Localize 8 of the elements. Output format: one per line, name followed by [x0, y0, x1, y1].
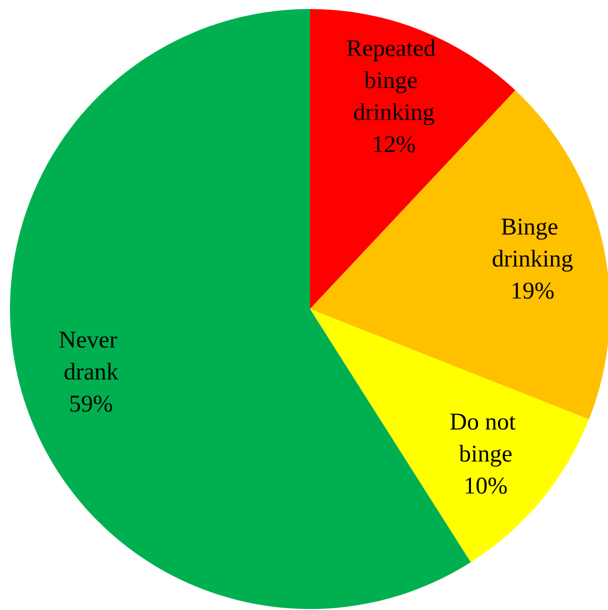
slice-label: Never drank [58, 328, 124, 386]
slice-label: Binge drinking [492, 214, 574, 272]
slice-label: Repeated binge drinking [346, 36, 442, 126]
data-label: 12% [372, 132, 416, 158]
data-label: 10% [464, 473, 508, 500]
data-label: 59% [69, 392, 114, 418]
slice-label: Do not binge [450, 409, 522, 468]
data-label: 19% [510, 278, 555, 304]
